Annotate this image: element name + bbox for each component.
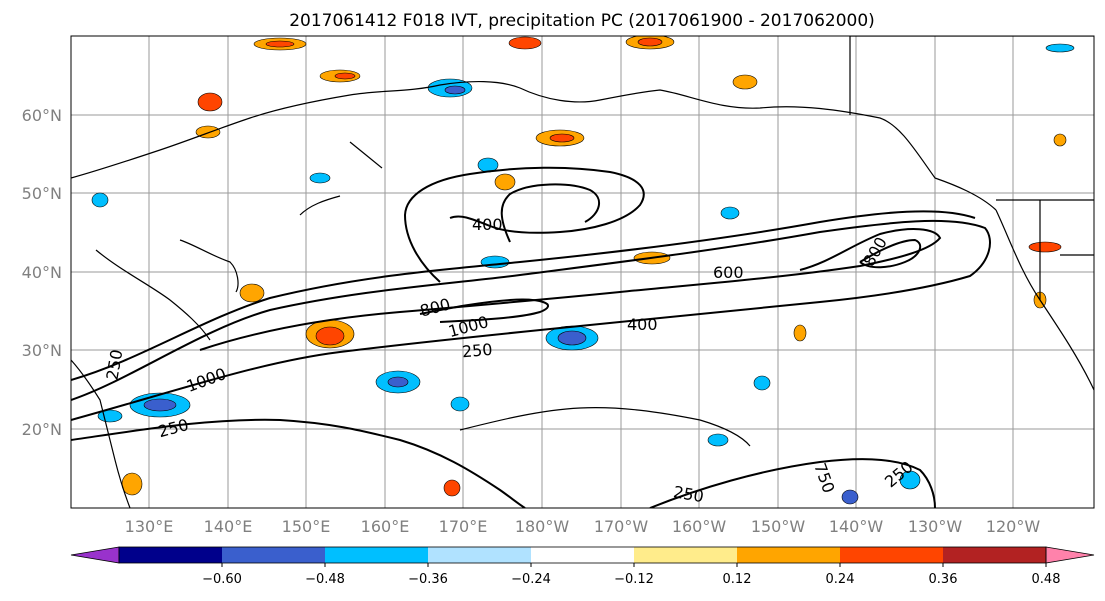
lon-label: 180°W <box>515 517 570 536</box>
precip-patch-positive <box>732 74 758 90</box>
colorbar-tick-label: −0.60 <box>202 572 242 587</box>
colorbar-segment <box>428 547 532 563</box>
precip-patch-positive <box>239 283 265 303</box>
precip-patch-positive <box>1053 133 1067 147</box>
map-title: 2017061412 F018 IVT, precipitation PC (2… <box>289 11 875 31</box>
lat-label: 40°N <box>22 263 62 282</box>
colorbar-tick-label: 0.12 <box>723 572 752 587</box>
precip-patch-positive <box>1028 241 1062 253</box>
map-frame <box>70 35 1095 509</box>
precip-patch-negative <box>720 206 740 220</box>
precip-patch-positive <box>793 324 807 342</box>
longitude-labels: 130°E 140°E 150°E 160°E 170°E 180°W 170°… <box>125 517 1041 536</box>
colorbar-tick-label: −0.24 <box>511 572 551 587</box>
lon-label: 140°E <box>204 517 253 536</box>
colorbar-segment <box>840 547 944 563</box>
precip-patches <box>91 36 1075 505</box>
precip-patch-negative <box>899 470 921 490</box>
colorbar-tick-label: 0.36 <box>929 572 958 587</box>
colorbar-segment <box>222 547 326 563</box>
precip-patch-positive <box>197 92 223 112</box>
precip-patch-positive <box>494 173 516 191</box>
colorbar-segment <box>531 547 635 563</box>
colorbar-segment <box>943 547 1047 563</box>
precip-patch-positive <box>443 479 461 497</box>
colorbar-extend-low <box>70 546 120 564</box>
precip-patch-negative <box>309 172 331 184</box>
lon-label: 130°W <box>908 517 963 536</box>
colorbar-segment <box>737 547 841 563</box>
lat-label: 50°N <box>22 184 62 203</box>
contour-label: 250 <box>461 340 493 362</box>
lat-label: 30°N <box>22 341 62 360</box>
precip-patch-negative <box>841 489 859 505</box>
colorbar-segment <box>119 547 223 563</box>
lon-label: 160°E <box>361 517 410 536</box>
precip-patch-negative <box>91 192 109 208</box>
precip-patch-positive <box>121 472 143 496</box>
contour-label: 400 <box>627 315 658 334</box>
ivt-contour-labels: 400 600 800 800 1000 400 250 1000 250 75… <box>102 215 916 506</box>
lon-label: 130°E <box>125 517 174 536</box>
contour-label: 600 <box>713 263 744 282</box>
lat-label: 60°N <box>22 106 62 125</box>
latitude-labels: 60°N 50°N 40°N 30°N 20°N <box>22 106 62 439</box>
lon-label: 150°E <box>282 517 331 536</box>
precip-patch-negative <box>753 375 771 391</box>
colorbar <box>70 546 1095 564</box>
ivt-contours <box>71 166 991 508</box>
lat-label: 20°N <box>22 420 62 439</box>
colorbar-labels: −0.60 −0.48 −0.36 −0.24 −0.12 0.12 0.24 0.36 0.4… <box>202 563 1061 587</box>
colorbar-tick-label: −0.12 <box>614 572 654 587</box>
contour-label: 400 <box>472 215 503 234</box>
colorbar-segment <box>634 547 738 563</box>
lon-label: 170°W <box>594 517 649 536</box>
colorbar-tick-label: −0.36 <box>408 572 448 587</box>
precip-patch-negative <box>1045 43 1075 53</box>
colorbar-border <box>118 546 1047 564</box>
precip-patch-negative <box>450 396 470 412</box>
colorbar-extend-high <box>1045 546 1095 564</box>
lon-label: 160°W <box>672 517 727 536</box>
lon-label: 150°W <box>751 517 806 536</box>
lon-label: 140°W <box>829 517 884 536</box>
precip-patch-positive <box>508 36 542 50</box>
lon-label: 170°E <box>439 517 488 536</box>
colorbar-tick-label: 0.24 <box>826 572 855 587</box>
colorbar-tick-label: 0.48 <box>1032 572 1061 587</box>
lon-label: 120°W <box>986 517 1041 536</box>
colorbar-segment <box>325 547 429 563</box>
colorbar-tick-label: −0.48 <box>305 572 345 587</box>
precip-patch-negative <box>707 433 729 447</box>
